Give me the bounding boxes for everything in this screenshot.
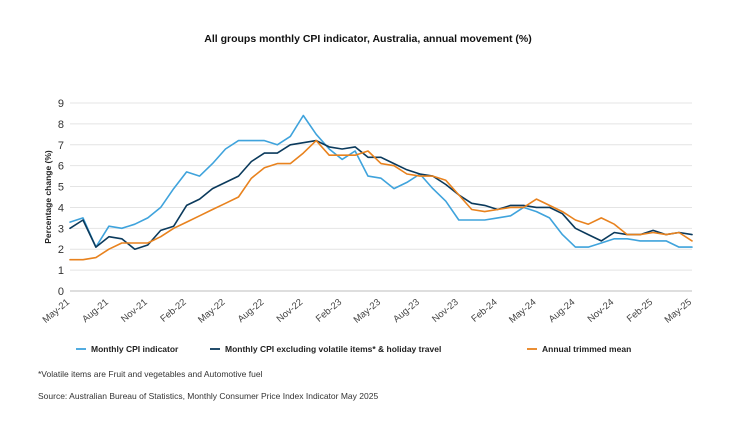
legend: Monthly CPI indicator Monthly CPI excludi… <box>76 344 631 354</box>
y-tick-label: 3 <box>58 223 64 235</box>
y-tick-label: 5 <box>58 182 64 194</box>
x-tick-label: May-21 <box>41 297 72 326</box>
x-tick-label: Aug-24 <box>547 297 578 325</box>
y-tick-label: 0 <box>58 286 64 298</box>
chart-title: All groups monthly CPI indicator, Austra… <box>204 33 532 45</box>
y-tick-label: 2 <box>58 244 64 256</box>
source-note: Source: Australian Bureau of Statistics,… <box>38 391 379 401</box>
x-tick-label: Nov-23 <box>430 297 461 325</box>
legend-label-3: Annual trimmed mean <box>542 344 631 354</box>
x-tick-label: Aug-23 <box>391 297 422 325</box>
y-tick-label: 8 <box>58 119 64 131</box>
y-axis-label: Percentage change (%) <box>43 150 53 244</box>
y-tick-label: 7 <box>58 140 64 152</box>
legend-label-1: Monthly CPI indicator <box>91 344 179 354</box>
x-tick-label: Nov-22 <box>275 297 306 325</box>
series-lines <box>69 114 693 261</box>
y-tick-label: 6 <box>58 161 64 173</box>
x-tick-label: May-23 <box>352 297 383 326</box>
x-axis-ticks: May-21 Aug-21 Nov-21 Feb-22 May-22 Aug-22 Nov-… <box>41 297 694 326</box>
y-tick-label: 9 <box>58 98 64 110</box>
x-tick-label: Feb-22 <box>158 297 188 325</box>
x-tick-label: Nov-21 <box>119 297 150 325</box>
x-tick-label: Nov-24 <box>586 297 617 325</box>
x-tick-label: Feb-24 <box>469 297 499 325</box>
x-tick-label: Feb-25 <box>625 297 655 325</box>
footnote: *Volatile items are Fruit and vegetables… <box>38 369 263 379</box>
x-tick-label: May-24 <box>507 297 538 326</box>
y-tick-label: 4 <box>58 202 64 214</box>
series-line-1 <box>69 114 693 248</box>
legend-label-2: Monthly CPI excluding volatile items* & … <box>225 344 441 354</box>
x-tick-label: Aug-22 <box>236 297 267 325</box>
series-line-2 <box>69 139 693 250</box>
x-tick-label: May-25 <box>663 297 694 326</box>
grid-lines <box>70 102 692 292</box>
x-tick-label: May-22 <box>196 297 227 326</box>
x-tick-label: Feb-23 <box>314 297 344 325</box>
series-line-3 <box>69 139 693 261</box>
x-tick-label: Aug-21 <box>80 297 111 325</box>
y-axis-ticks: 0 1 2 3 4 5 6 7 8 9 <box>58 98 64 298</box>
y-tick-label: 1 <box>58 265 64 277</box>
